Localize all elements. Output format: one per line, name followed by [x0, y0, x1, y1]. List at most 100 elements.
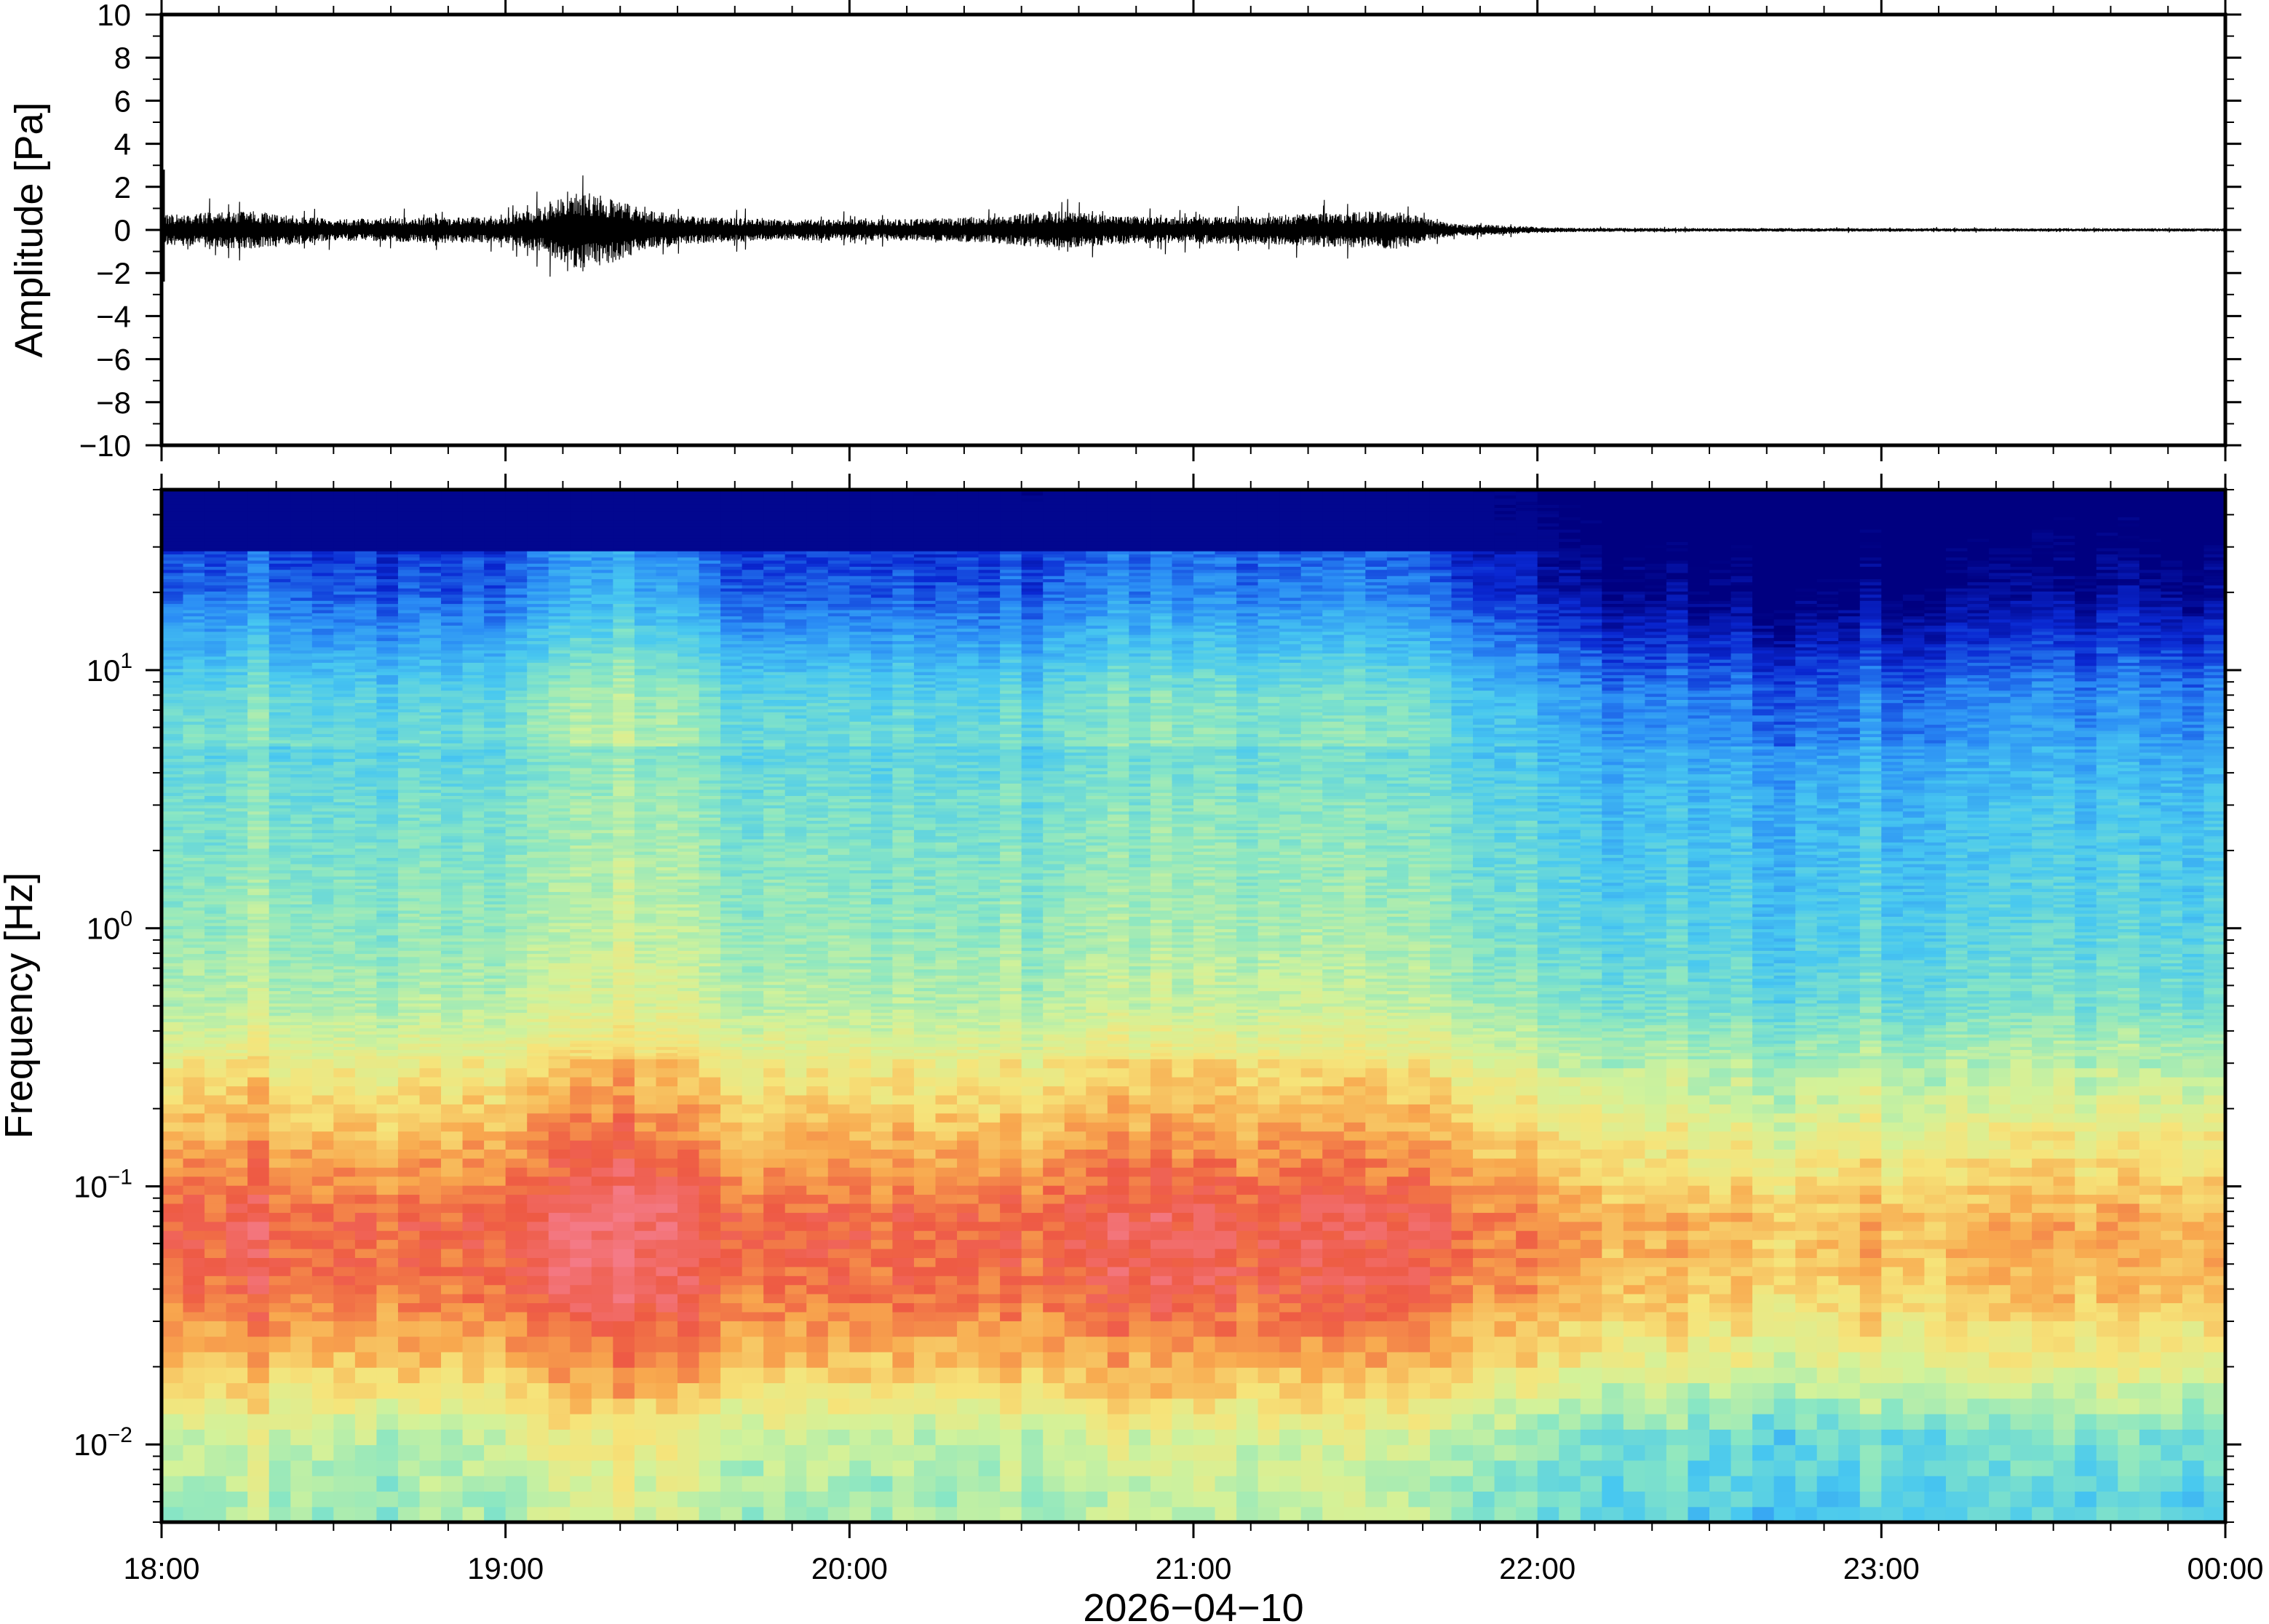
spectrogram-cell — [355, 662, 377, 666]
spectrogram-cell — [549, 1122, 571, 1131]
spectrogram-cell — [226, 947, 248, 951]
spectrogram-cell — [312, 743, 334, 747]
spectrogram-cell — [247, 1249, 269, 1258]
spectrogram-cell — [226, 1031, 248, 1035]
spectrogram-cell — [247, 647, 269, 650]
spectrogram-cell — [570, 879, 592, 883]
spectrogram-cell — [463, 768, 485, 771]
spectrogram-cell — [312, 947, 334, 951]
spectrogram-cell — [183, 960, 205, 963]
spectrogram-cell — [527, 603, 549, 607]
spectrogram-cell — [183, 891, 205, 895]
spectrogram-cell — [162, 1491, 183, 1507]
spectrogram-cell — [290, 1053, 312, 1056]
spectrogram-cell — [420, 1113, 442, 1123]
spectrogram-cell — [549, 1028, 571, 1032]
spectrogram-cell — [290, 541, 312, 545]
spectrogram-cell — [312, 619, 334, 623]
spectrogram-cell — [398, 787, 420, 790]
spectrogram-cell — [355, 975, 377, 979]
spectrogram-cell — [549, 504, 571, 508]
spectrogram-cell — [247, 678, 269, 682]
spectrogram-cell — [420, 529, 442, 533]
spectrogram-cell — [290, 523, 312, 527]
spectrogram-cell — [162, 746, 183, 749]
spectrogram-cell — [463, 1275, 485, 1285]
spectrogram-cell — [570, 545, 592, 549]
spectrogram-cell — [355, 696, 377, 700]
spectrogram-cell — [290, 771, 312, 774]
spectrogram-cell — [484, 864, 506, 867]
spectrogram-cell — [570, 526, 592, 530]
spectrogram-cell — [183, 762, 205, 765]
spectrogram-cell — [398, 616, 420, 619]
spectrogram-cell — [204, 771, 226, 774]
spectrogram-cell — [592, 504, 613, 508]
spectrogram-cell — [312, 1056, 334, 1059]
spectrogram-cell — [506, 1040, 528, 1044]
spectrogram-cell — [247, 777, 269, 781]
spectrogram-cell — [226, 771, 248, 774]
spectrogram-cell — [204, 1022, 226, 1025]
spectrogram-cell — [441, 817, 463, 821]
spectrogram-cell — [527, 854, 549, 858]
spectrogram-cell — [226, 870, 248, 874]
spectrogram-cell — [463, 771, 485, 774]
spectrogram-cell — [527, 712, 549, 715]
spectrogram-cell — [549, 916, 571, 920]
spectrogram-cell — [183, 588, 205, 592]
spectrogram-cell — [549, 740, 571, 744]
spectrogram-cell — [484, 1046, 506, 1050]
spectrogram-cell — [183, 883, 205, 886]
spectrogram-cell — [398, 932, 420, 936]
spectrogram-cell — [613, 966, 635, 970]
spectrogram-cell — [162, 1167, 183, 1177]
spectrogram-cell — [570, 610, 592, 613]
spectrogram-cell — [527, 1398, 549, 1414]
spectrogram-cell — [312, 507, 334, 511]
spectrogram-cell — [484, 659, 506, 663]
spectrogram-cell — [355, 666, 377, 669]
spectrogram-cell — [290, 994, 312, 998]
spectrogram-cell — [420, 541, 442, 545]
spectrogram-cell — [570, 656, 592, 660]
spectrogram-cell — [226, 690, 248, 694]
spectrogram-cell — [463, 1000, 485, 1003]
spectrogram-cell — [183, 666, 205, 669]
spectrogram-cell — [570, 578, 592, 582]
spectrogram-cell — [226, 1398, 248, 1414]
spectrogram-cell — [183, 706, 205, 709]
spectrogram-cell — [183, 789, 205, 793]
spectrogram-cell — [463, 975, 485, 979]
spectrogram-cell — [290, 1043, 312, 1047]
spectrogram-cell — [204, 662, 226, 666]
spectrogram-cell — [162, 616, 183, 619]
spectrogram-cell — [162, 1429, 183, 1445]
spectrogram-cell — [312, 920, 334, 923]
spectrogram-cell — [506, 507, 528, 511]
spectrogram-cell — [290, 548, 312, 552]
spectrogram-cell — [506, 1414, 528, 1430]
spectrogram-cell — [570, 1491, 592, 1507]
spectrogram-cell — [269, 573, 291, 576]
spectrogram-cell — [247, 979, 269, 982]
spectrogram-cell — [162, 669, 183, 672]
spectrogram-cell — [162, 879, 183, 883]
spectrogram-cell — [613, 935, 635, 939]
spectrogram-cell — [376, 733, 398, 737]
spectrogram-cell — [527, 678, 549, 682]
spectrogram-cell — [312, 1382, 334, 1398]
spectrogram-cell — [398, 953, 420, 957]
spectrogram-cell — [441, 944, 463, 948]
spectrogram-cell — [162, 743, 183, 747]
spectrogram-cell — [441, 1249, 463, 1258]
spectrogram-cell — [592, 1043, 613, 1047]
spectrogram-cell — [592, 984, 613, 988]
spectrogram-cell — [398, 1104, 420, 1113]
spectrogram-cell — [204, 879, 226, 883]
spectrogram-cell — [204, 1016, 226, 1019]
spectrogram-cell — [420, 795, 442, 799]
spectrogram-cell — [527, 963, 549, 966]
spectrogram-cell — [183, 913, 205, 917]
spectrogram-cell — [269, 541, 291, 545]
